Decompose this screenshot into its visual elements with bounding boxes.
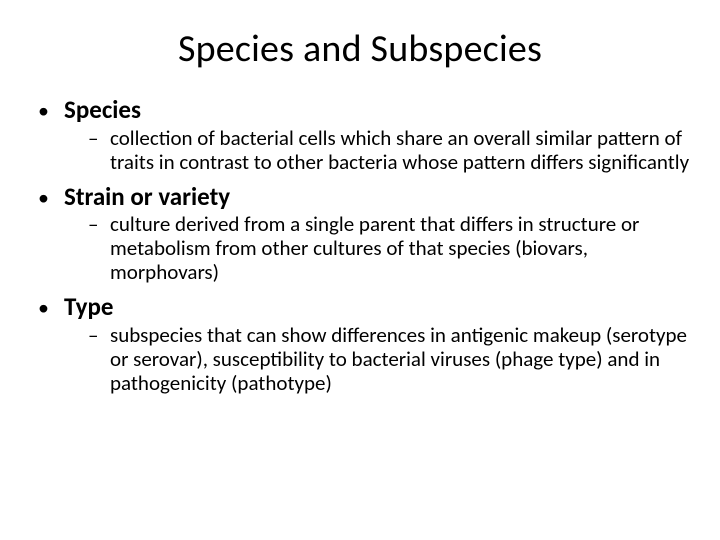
bullet-level1-icon: • bbox=[30, 297, 64, 319]
list-item-header: • Species bbox=[30, 96, 690, 125]
list-item: • Strain or variety – culture derived fr… bbox=[30, 183, 690, 286]
bullet-level2-icon: – bbox=[88, 325, 110, 346]
sub-list-item: – collection of bacterial cells which sh… bbox=[30, 127, 690, 175]
list-item-label: Strain or variety bbox=[64, 183, 230, 212]
bullet-list: • Species – collection of bacterial cell… bbox=[30, 96, 690, 396]
slide: Species and Subspecies • Species – colle… bbox=[0, 0, 720, 540]
list-item-header: • Type bbox=[30, 293, 690, 322]
sub-list: – collection of bacterial cells which sh… bbox=[30, 127, 690, 175]
list-item: • Type – subspecies that can show differ… bbox=[30, 293, 690, 396]
sub-list-item-text: subspecies that can show differences in … bbox=[110, 324, 690, 396]
sub-list-item: – culture derived from a single parent t… bbox=[30, 213, 690, 285]
bullet-level1-icon: • bbox=[30, 100, 64, 122]
sub-list: – subspecies that can show differences i… bbox=[30, 324, 690, 396]
sub-list-item-text: collection of bacterial cells which shar… bbox=[110, 127, 690, 175]
slide-title: Species and Subspecies bbox=[30, 26, 690, 72]
sub-list: – culture derived from a single parent t… bbox=[30, 213, 690, 285]
list-item-label: Species bbox=[64, 96, 141, 125]
bullet-level2-icon: – bbox=[88, 214, 110, 235]
list-item-header: • Strain or variety bbox=[30, 183, 690, 212]
list-item: • Species – collection of bacterial cell… bbox=[30, 96, 690, 175]
bullet-level2-icon: – bbox=[88, 128, 110, 149]
sub-list-item: – subspecies that can show differences i… bbox=[30, 324, 690, 396]
bullet-level1-icon: • bbox=[30, 187, 64, 209]
sub-list-item-text: culture derived from a single parent tha… bbox=[110, 213, 690, 285]
list-item-label: Type bbox=[64, 293, 113, 322]
